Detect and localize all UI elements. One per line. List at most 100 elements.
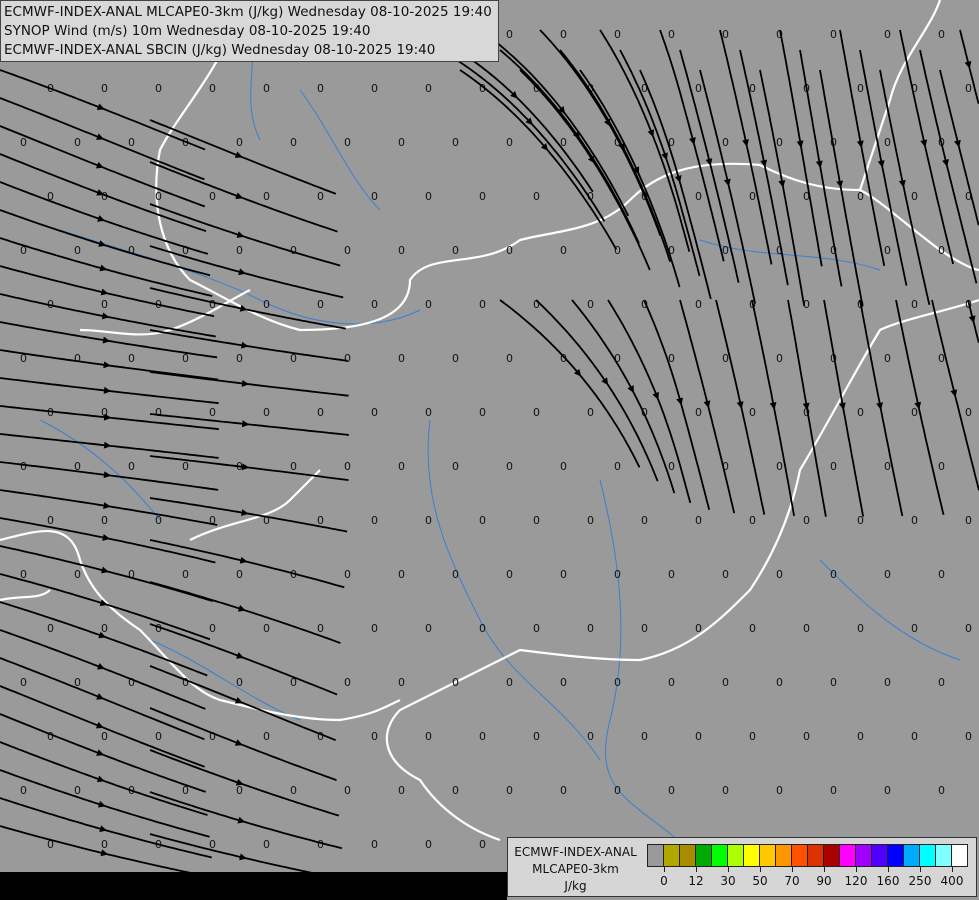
streamline-arrow-icon: [689, 137, 696, 145]
cin-value: 0: [398, 676, 405, 689]
cin-value: 0: [344, 676, 351, 689]
streamline-arrow-icon: [95, 161, 104, 169]
cin-value: 0: [587, 730, 594, 743]
streamline-arrow-icon: [235, 192, 244, 199]
cin-value: 0: [398, 136, 405, 149]
legend-tick: [824, 866, 825, 872]
cin-value: 0: [155, 190, 162, 203]
streamline-arrow-icon: [103, 386, 112, 394]
cin-value: 0: [209, 298, 216, 311]
streamline-arrow-icon: [920, 139, 928, 148]
cin-value: 0: [236, 676, 243, 689]
cin-value: 0: [695, 82, 702, 95]
cin-value: 0: [371, 190, 378, 203]
cin-value: 0: [74, 244, 81, 257]
cin-value: 0: [263, 82, 270, 95]
cin-value: 0: [857, 622, 864, 635]
cin-value: 0: [965, 730, 972, 743]
cin-value: 0: [371, 406, 378, 419]
cin-value: 0: [47, 514, 54, 527]
cin-value: 0: [614, 28, 621, 41]
cin-value: 0: [884, 784, 891, 797]
cin-value: 0: [182, 352, 189, 365]
cin-value: 0: [614, 136, 621, 149]
cin-value: 0: [47, 730, 54, 743]
cin-value: 0: [668, 244, 675, 257]
cin-value: 0: [560, 28, 567, 41]
streamline: [579, 69, 681, 288]
legend-title-param: MLCAPE0-3km: [532, 862, 619, 876]
cin-value: 0: [830, 568, 837, 581]
cin-value: 0: [74, 460, 81, 473]
legend-label: 120: [844, 874, 868, 888]
cin-value: 0: [74, 352, 81, 365]
legend-label: 12: [688, 874, 704, 888]
cin-value: 0: [884, 460, 891, 473]
cin-value: 0: [506, 136, 513, 149]
legend-tick: [856, 866, 857, 872]
cin-value: 0: [425, 406, 432, 419]
legend-tick: [760, 866, 761, 872]
cin-value: 0: [425, 838, 432, 851]
title-mlcape: ECMWF-INDEX-ANAL MLCAPE0-3km (J/kg) Wedn…: [4, 4, 492, 20]
cin-value: 0: [74, 784, 81, 797]
cin-value: 0: [209, 730, 216, 743]
cin-value: 0: [317, 730, 324, 743]
cin-value: 0: [182, 676, 189, 689]
legend-swatch: [920, 845, 936, 866]
cin-value: 0: [695, 730, 702, 743]
streamline-arrow-icon: [100, 288, 109, 296]
cin-value: 0: [533, 82, 540, 95]
legend-swatch: [888, 845, 904, 866]
legend-swatch: [792, 845, 808, 866]
cin-value: 0: [587, 82, 594, 95]
cin-value: 0: [506, 244, 513, 257]
cin-value: 0: [857, 82, 864, 95]
streamline-arrow-icon: [954, 139, 961, 148]
river: [59, 229, 421, 325]
cin-value: 0: [317, 190, 324, 203]
cin-value: 0: [938, 676, 945, 689]
cin-value: 0: [830, 676, 837, 689]
streamline: [149, 665, 337, 742]
cin-value: 0: [74, 676, 81, 689]
country-border: [189, 469, 321, 541]
cin-value: 0: [182, 460, 189, 473]
streamline: [539, 29, 662, 236]
cin-value: 0: [452, 352, 459, 365]
streamline-arrow-icon: [573, 368, 582, 377]
streamline-arrow-icon: [96, 749, 105, 756]
streamline-arrow-icon: [898, 179, 906, 188]
streamline-arrow-icon: [627, 385, 634, 394]
country-border: [0, 589, 51, 602]
streamline-arrow-icon: [103, 471, 112, 479]
cin-value: 0: [911, 190, 918, 203]
streamline-arrow-icon: [760, 159, 768, 168]
legend-tick: [696, 866, 697, 872]
cin-value: 0: [884, 136, 891, 149]
country-borders-layer: [0, 0, 979, 842]
legend-tick: [920, 866, 921, 872]
streamline-arrow-icon: [239, 556, 248, 564]
cin-value: 0: [425, 730, 432, 743]
river: [39, 419, 161, 521]
cin-value: 0: [938, 568, 945, 581]
streamline-arrow-icon: [778, 180, 786, 188]
streamline: [715, 299, 766, 515]
cin-value: 0: [641, 82, 648, 95]
cin-value: 0: [74, 136, 81, 149]
streamline-arrow-icon: [237, 816, 246, 824]
river: [149, 639, 301, 721]
cin-value: 0: [803, 622, 810, 635]
cin-value: 0: [560, 244, 567, 257]
cin-value: 0: [290, 244, 297, 257]
cin-value: 0: [911, 622, 918, 635]
legend-swatch: [760, 845, 776, 866]
cin-value: 0: [236, 352, 243, 365]
cin-value: 0: [47, 190, 54, 203]
streamline-arrow-icon: [968, 315, 976, 324]
legend-swatch: [776, 845, 792, 866]
cin-value: 0: [506, 784, 513, 797]
streamline-arrow-icon: [97, 215, 106, 222]
cin-value: 0: [74, 568, 81, 581]
